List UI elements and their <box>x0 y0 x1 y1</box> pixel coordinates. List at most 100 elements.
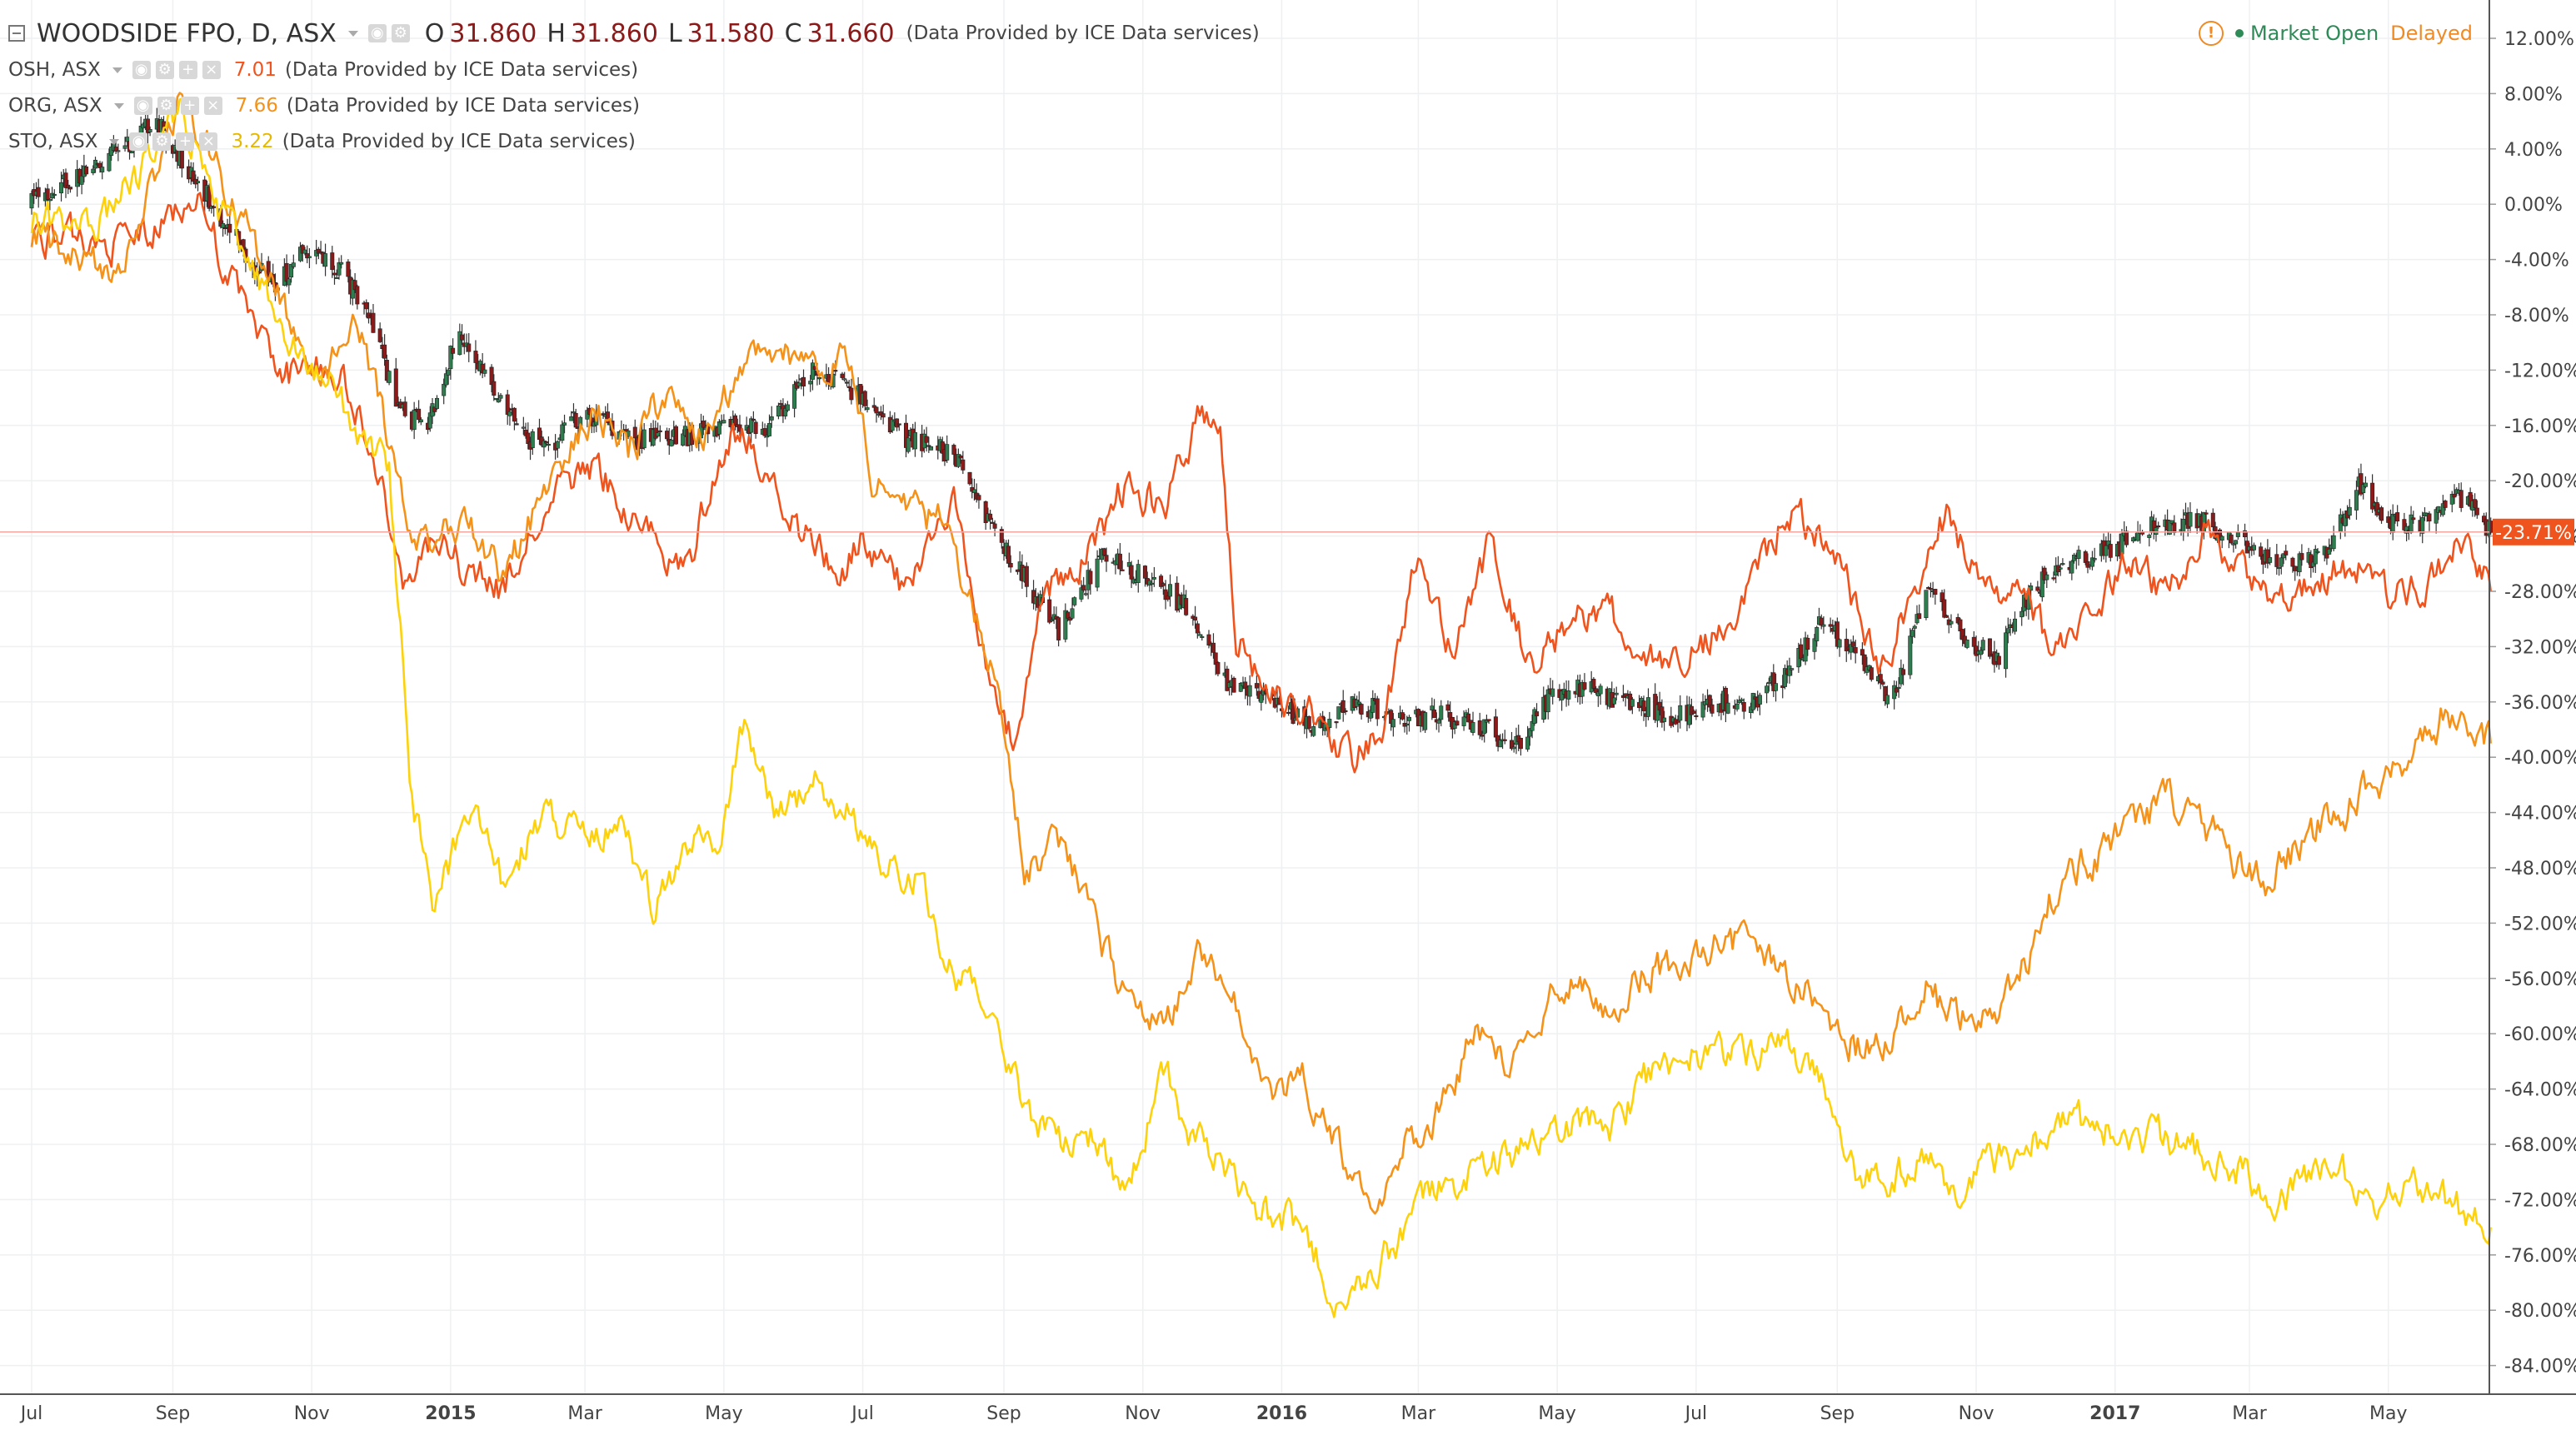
candle <box>1502 730 1507 745</box>
candle <box>1710 698 1715 717</box>
low-label: L <box>667 18 682 48</box>
close-label: C <box>784 18 802 48</box>
candle <box>1423 710 1428 734</box>
candle <box>642 423 646 451</box>
x-tick-label: Mar <box>1401 1403 1436 1424</box>
y-tick-label: -60.00% <box>2504 1024 2576 1045</box>
candle <box>323 243 328 277</box>
candle <box>1645 688 1650 720</box>
candle <box>1493 709 1498 742</box>
candle <box>339 255 344 269</box>
candle <box>961 451 966 475</box>
candle <box>2076 546 2081 566</box>
candle <box>751 411 756 422</box>
candle <box>2363 476 2368 489</box>
collapse-legend-icon[interactable] <box>8 25 25 42</box>
main-symbol-name[interactable]: WOODSIDE FPO, D, ASX <box>37 18 337 48</box>
candle <box>1694 709 1699 720</box>
candle <box>1129 561 1134 589</box>
eye-icon[interactable]: ◉ <box>129 132 148 151</box>
candle <box>546 436 551 451</box>
candle <box>1566 680 1571 706</box>
plus-icon[interactable]: + <box>178 61 197 79</box>
y-tick-label: -80.00% <box>2504 1301 2576 1322</box>
candle <box>967 471 972 486</box>
candle <box>1231 676 1236 693</box>
close-icon[interactable]: × <box>202 61 221 79</box>
candle <box>307 248 312 268</box>
x-tick-label: Sep <box>156 1403 190 1424</box>
eye-icon[interactable]: ◉ <box>367 24 387 42</box>
y-tick-label: -76.00% <box>2504 1246 2576 1267</box>
gear-icon[interactable]: ⚙ <box>157 97 176 115</box>
candle <box>1159 574 1164 590</box>
close-icon[interactable]: × <box>203 97 222 115</box>
candle <box>1470 711 1475 736</box>
candle <box>1944 614 1949 618</box>
candle <box>573 408 578 429</box>
candle <box>1120 561 1125 571</box>
plus-icon[interactable]: + <box>176 132 195 151</box>
candle <box>2268 547 2273 566</box>
open-label: O <box>424 18 445 48</box>
eye-icon[interactable]: ◉ <box>132 61 151 79</box>
open-value: 31.860 <box>449 18 537 48</box>
candle <box>906 429 911 454</box>
candle <box>2331 526 2336 551</box>
candle <box>2347 499 2352 521</box>
x-tick-label: Mar <box>2232 1403 2267 1424</box>
legend-org-value: 7.66 <box>235 95 278 117</box>
candle <box>657 425 662 442</box>
comparison-series <box>30 92 2492 1318</box>
candle <box>2217 528 2222 544</box>
candle <box>1477 712 1482 740</box>
candle <box>895 418 900 431</box>
gear-icon[interactable]: ⚙ <box>391 24 410 42</box>
candle <box>1211 633 1216 659</box>
candle <box>2315 548 2320 555</box>
delayed-label[interactable]: Delayed <box>2390 22 2473 45</box>
candle <box>2411 511 2416 524</box>
warning-icon[interactable]: ! <box>2198 21 2224 46</box>
candle <box>2035 580 2040 592</box>
x-tick-label: 2016 <box>1256 1403 1307 1424</box>
legend-sto-symbol[interactable]: STO, ASX <box>8 131 98 152</box>
candle <box>122 137 127 152</box>
plus-icon[interactable]: + <box>180 97 199 115</box>
y-tick-label: -84.00% <box>2504 1357 2576 1378</box>
candle <box>1088 568 1093 595</box>
candle <box>1024 562 1029 598</box>
chevron-down-icon[interactable] <box>112 67 122 73</box>
y-tick-label: 8.00% <box>2504 84 2563 105</box>
candle <box>1455 715 1460 726</box>
candle <box>1193 605 1198 629</box>
candle <box>1184 590 1189 616</box>
gear-icon[interactable]: ⚙ <box>155 61 174 79</box>
candle <box>2274 544 2279 575</box>
close-icon[interactable]: × <box>199 132 218 151</box>
candle <box>1151 566 1156 587</box>
candle <box>2124 526 2129 548</box>
chevron-down-icon[interactable] <box>113 102 124 109</box>
chevron-down-icon[interactable] <box>109 138 120 145</box>
x-tick-label: Nov <box>294 1403 330 1424</box>
series-line-osh <box>30 192 2492 774</box>
legend-org-provider: (Data Provided by ICE Data services) <box>286 95 640 117</box>
candle <box>2069 560 2074 580</box>
x-tick-label: Jul <box>1684 1403 1708 1424</box>
chevron-down-icon[interactable] <box>347 30 358 37</box>
candle <box>2354 481 2359 521</box>
candle <box>402 396 407 418</box>
candle <box>1958 617 1963 640</box>
legend-org-symbol[interactable]: ORG, ASX <box>8 95 102 117</box>
candle <box>1933 588 1938 605</box>
y-tick-label: -32.00% <box>2504 637 2576 658</box>
gear-icon[interactable]: ⚙ <box>152 132 172 151</box>
legend-osh-symbol[interactable]: OSH, ASX <box>8 59 101 81</box>
candle <box>412 401 417 440</box>
eye-icon[interactable]: ◉ <box>133 97 152 115</box>
candle <box>100 161 105 180</box>
candle <box>912 421 917 457</box>
